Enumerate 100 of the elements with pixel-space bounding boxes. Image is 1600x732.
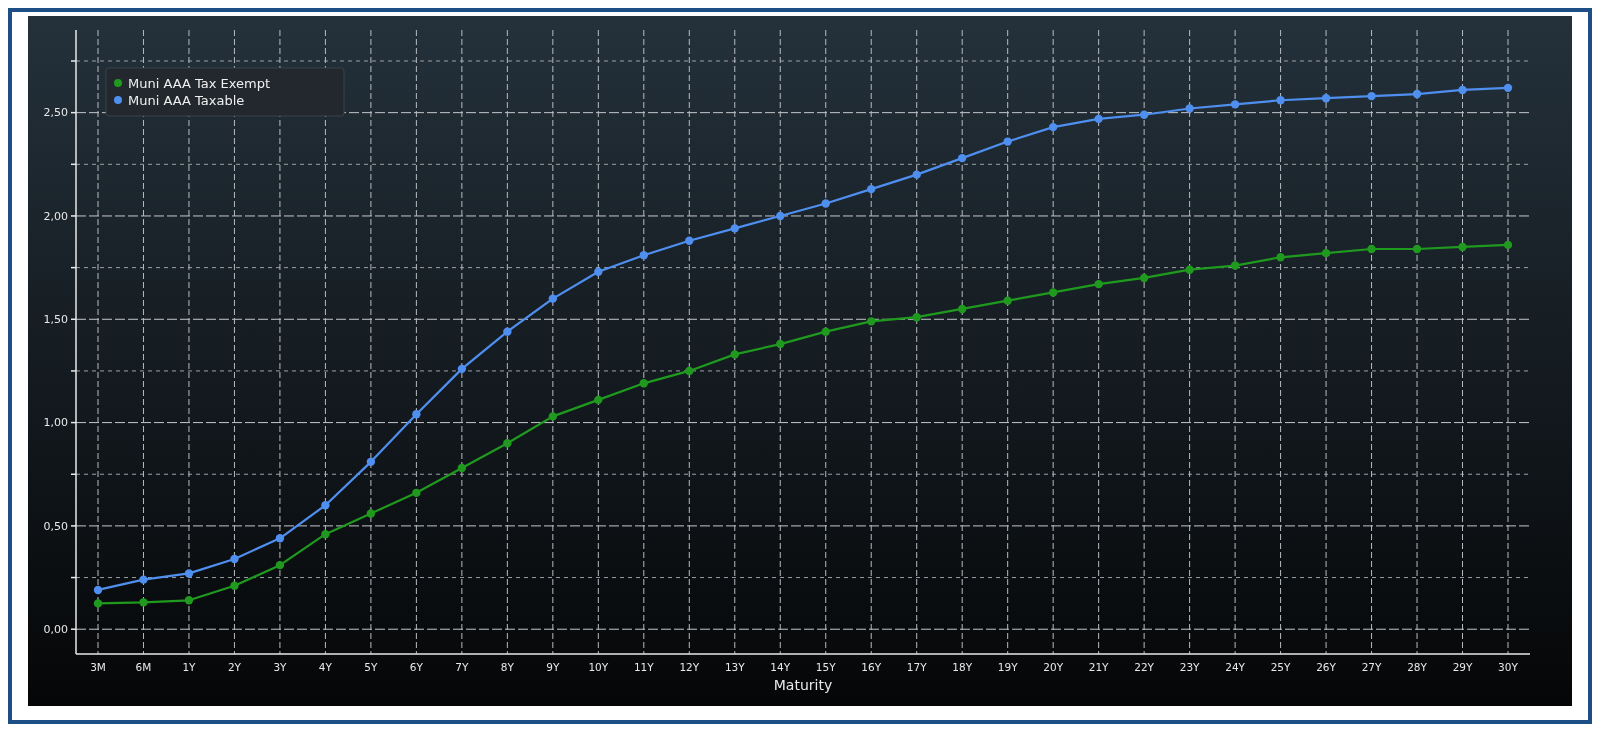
point [821, 327, 830, 336]
point [139, 598, 148, 607]
x-tick-label: 6Y [409, 661, 424, 673]
point [139, 575, 148, 584]
point [457, 463, 467, 473]
point [412, 410, 421, 419]
point [1230, 100, 1240, 109]
y-tick-label: 1,50 [43, 313, 68, 327]
point [184, 596, 194, 605]
point [685, 366, 694, 376]
point [548, 294, 558, 303]
point [1094, 279, 1103, 289]
x-tick-label: 3Y [273, 661, 288, 673]
point [1048, 288, 1058, 297]
x-tick-label: 16Y [861, 661, 882, 673]
x-tick-label: 6M [135, 661, 152, 673]
x-tick-label: 22Y [1134, 661, 1155, 673]
point [639, 379, 649, 388]
x-tick-label: 28Y [1407, 661, 1428, 673]
x-tick-label: 26Y [1316, 661, 1337, 673]
point [594, 395, 603, 405]
x-tick-label: 23Y [1179, 661, 1201, 673]
x-tick-label: 9Y [546, 661, 560, 673]
x-tick-label: 30Y [1498, 661, 1519, 673]
point [1048, 122, 1058, 132]
x-tick-label: 2Y [227, 661, 242, 673]
y-tick-label: 0,00 [43, 623, 68, 637]
x-tick-label: 25Y [1270, 661, 1292, 673]
point [1094, 114, 1103, 124]
point [912, 170, 921, 179]
x-tick-label: 11Y [633, 661, 655, 673]
point [867, 184, 876, 194]
point [957, 153, 967, 163]
point [1412, 244, 1422, 254]
x-tick-label: 1Y [182, 661, 197, 673]
y-tick-label: 0,50 [43, 519, 68, 533]
legend-label: Muni AAA Tax Exempt [128, 75, 271, 91]
point [1503, 83, 1513, 93]
x-tick-label: 29Y [1452, 661, 1473, 673]
point [821, 199, 830, 208]
point [321, 529, 330, 539]
x-tick-label: 8Y [500, 661, 515, 673]
x-axis-title: Maturity [773, 677, 833, 693]
point [1230, 261, 1240, 270]
point [275, 560, 285, 570]
legend-label: Muni AAA Taxable [128, 92, 245, 108]
x-tick-label: 13Y [724, 661, 746, 673]
point [184, 569, 194, 578]
point [412, 488, 421, 498]
x-tick-label: 19Y [997, 661, 1019, 673]
point [1458, 85, 1467, 95]
point [1003, 137, 1012, 146]
x-tick-label: 3M [90, 661, 106, 673]
point [366, 509, 376, 518]
y-tick-label: 2,00 [43, 209, 68, 223]
point [93, 585, 103, 595]
point [1276, 253, 1285, 262]
point [776, 339, 785, 349]
point [1003, 296, 1012, 305]
x-tick-label: 5Y [364, 661, 379, 673]
x-tick-label: 17Y [906, 661, 928, 673]
y-tick-label: 2,50 [43, 106, 68, 120]
point [230, 581, 239, 591]
point [93, 599, 103, 608]
x-tick-label: 14Y [770, 661, 791, 673]
point [730, 224, 739, 233]
x-tick-label: 21Y [1088, 661, 1110, 673]
point [503, 327, 512, 336]
point [639, 251, 649, 260]
y-tick-label: 1,00 [43, 416, 68, 430]
point [1321, 93, 1331, 103]
point [594, 267, 603, 276]
point [1412, 89, 1422, 99]
x-tick-label: 7Y [455, 661, 469, 673]
point [867, 317, 876, 326]
point [730, 350, 739, 359]
point [1139, 110, 1149, 119]
point [685, 236, 694, 245]
point [275, 534, 285, 543]
x-tick-label: 10Y [588, 661, 609, 673]
x-tick-label: 4Y [318, 661, 333, 673]
point [1367, 244, 1376, 254]
point [1276, 96, 1285, 105]
point [230, 554, 239, 564]
point [957, 304, 967, 314]
x-tick-label: 24Y [1225, 661, 1246, 673]
point [1321, 248, 1331, 258]
point [321, 501, 330, 510]
x-tick-label: 15Y [815, 661, 837, 673]
point [1185, 265, 1194, 274]
x-tick-label: 18Y [952, 661, 973, 673]
point [1185, 104, 1194, 113]
point [1367, 91, 1376, 101]
point [1458, 242, 1467, 252]
point [503, 439, 512, 448]
x-tick-label: 20Y [1043, 661, 1064, 673]
point [366, 457, 376, 467]
x-tick-label: 27Y [1361, 661, 1383, 673]
point [1503, 240, 1513, 250]
point [457, 364, 467, 374]
